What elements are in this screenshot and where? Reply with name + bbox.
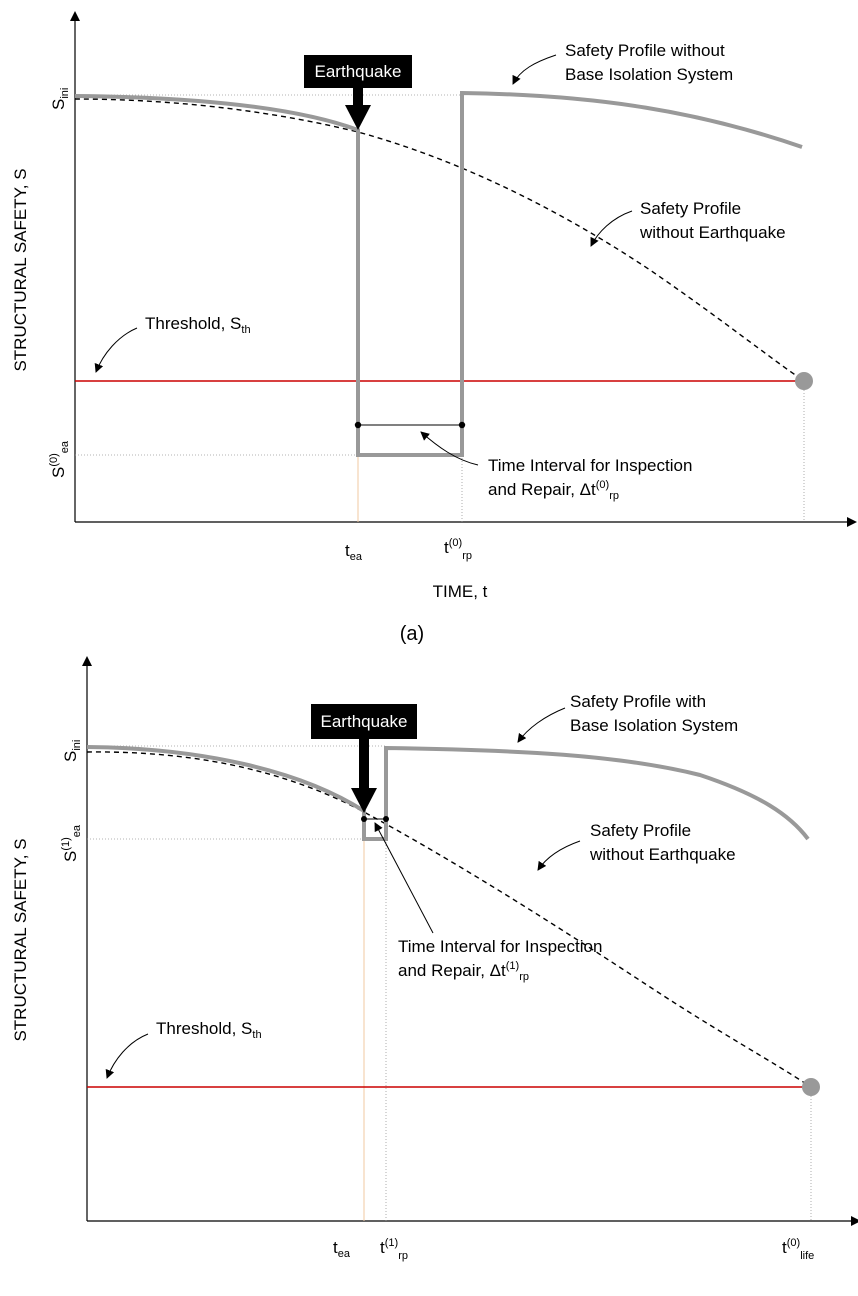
interval-start-dot xyxy=(361,816,367,822)
s-ea-label: S(0)ea xyxy=(48,440,71,478)
earthquake-arrow-head xyxy=(345,105,371,130)
profile-label-line2: Base Isolation System xyxy=(565,65,733,84)
profile-callout-leader xyxy=(517,707,566,743)
panel-b: Earthquake Safety Profile with Base Isol… xyxy=(11,656,858,1262)
threshold-callout-leader xyxy=(94,327,138,373)
t-life-label: t(0)life xyxy=(782,1237,814,1262)
earthquake-box xyxy=(304,55,412,88)
profile-label-line1: Safety Profile without xyxy=(565,41,725,60)
no-eq-label-line2: without Earthquake xyxy=(589,845,736,864)
no-earthquake-profile xyxy=(74,98,805,382)
x-axis-title: TIME, t xyxy=(433,1247,488,1266)
t-rp-label: t(0)rp xyxy=(444,537,472,562)
safety-profile xyxy=(74,90,803,457)
panel-caption: (a) xyxy=(400,623,424,645)
interval-end-dot xyxy=(383,816,389,822)
s-ini-label: Sini xyxy=(49,88,71,110)
profile-callout-leader xyxy=(512,54,557,85)
no-eq-label-line1: Safety Profile xyxy=(640,199,741,218)
no-eq-callout-leader xyxy=(590,210,633,247)
x-axis-title: TIME, t xyxy=(433,582,488,601)
threshold-label: Threshold, Sth xyxy=(156,1019,262,1041)
earthquake-label: Earthquake xyxy=(315,62,402,81)
interval-callout-leader xyxy=(420,431,479,466)
no-eq-label-line1: Safety Profile xyxy=(590,821,691,840)
earthquake-arrow-shaft xyxy=(353,88,363,106)
s-ini-label: Sini xyxy=(61,740,83,762)
interval-label-line1: Time Interval for Inspection xyxy=(398,937,602,956)
y-axis-title: STRUCTURAL SAFETY, S xyxy=(11,168,30,371)
threshold-callout-leader xyxy=(105,1033,149,1079)
panel-a: Earthquake Safety Profile without Base I… xyxy=(11,11,857,645)
no-eq-label-line2: without Earthquake xyxy=(639,223,786,242)
t-ea-label: tea xyxy=(333,1238,351,1260)
panel-caption: (b) xyxy=(400,1273,424,1295)
interval-end-dot xyxy=(458,421,466,429)
end-of-life-marker xyxy=(802,1078,820,1096)
interval-label-line2: and Repair, Δt(1)rp xyxy=(398,960,529,983)
earthquake-box xyxy=(311,704,417,739)
t-rp-label: t(1)rp xyxy=(380,1237,408,1262)
interval-callout-leader xyxy=(374,822,434,934)
profile-label-line1: Safety Profile with xyxy=(570,692,706,711)
safety-profile xyxy=(86,745,810,841)
earthquake-arrow-head xyxy=(351,788,377,813)
threshold-label: Threshold, Sth xyxy=(145,314,251,336)
s-ea-label: S(1)ea xyxy=(60,824,83,862)
interval-label-line1: Time Interval for Inspection xyxy=(488,456,692,475)
interval-start-dot xyxy=(354,421,362,429)
no-eq-callout-leader xyxy=(537,840,581,871)
earthquake-arrow-shaft xyxy=(359,739,369,789)
y-axis-title: STRUCTURAL SAFETY, S xyxy=(11,838,30,1041)
t-ea-label: tea xyxy=(345,541,363,563)
end-of-life-marker xyxy=(795,372,813,390)
no-earthquake-profile xyxy=(86,751,812,1088)
profile-label-line2: Base Isolation System xyxy=(570,716,738,735)
interval-label-line2: and Repair, Δt(0)rp xyxy=(488,479,619,502)
earthquake-label: Earthquake xyxy=(321,712,408,731)
